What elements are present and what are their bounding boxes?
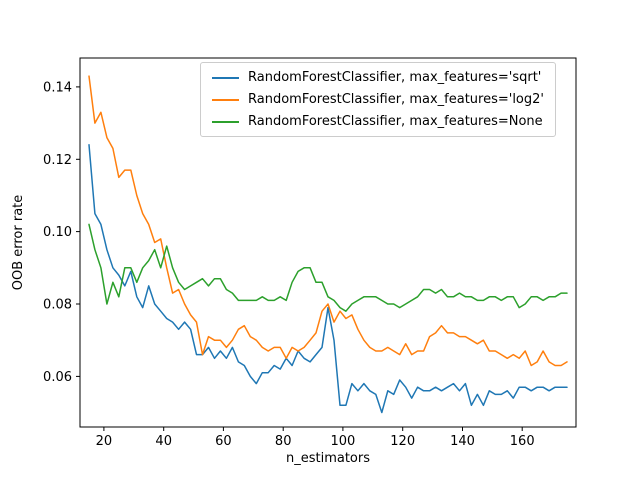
legend-item-none: RandomForestClassifier, max_features=Non… <box>212 114 544 129</box>
series-line-0 <box>88 144 568 414</box>
x-tick-label: 80 <box>275 434 292 449</box>
x-axis-label: n_estimators <box>286 451 370 466</box>
x-tick-label: 60 <box>215 434 232 449</box>
x-tick-label: 140 <box>450 434 475 449</box>
legend-label-log2: RandomForestClassifier, max_features='lo… <box>248 92 544 107</box>
axes-frame <box>79 57 577 428</box>
y-tick-label: 0.12 <box>43 153 72 168</box>
series-line-2 <box>88 223 568 312</box>
y-tick-label: 0.10 <box>43 225 72 240</box>
y-tick-label: 0.06 <box>43 370 72 385</box>
x-tick-label: 40 <box>155 434 172 449</box>
series-line-1 <box>88 75 568 367</box>
y-tick-label: 0.14 <box>43 80 72 95</box>
legend-line-sample-log2 <box>212 98 239 101</box>
x-tick-label: 120 <box>390 434 415 449</box>
legend-item-log2: RandomForestClassifier, max_features='lo… <box>212 92 544 107</box>
y-tick-label: 0.08 <box>43 298 72 313</box>
legend-item-sqrt: RandomForestClassifier, max_features='sq… <box>212 70 544 85</box>
legend-label-none: RandomForestClassifier, max_features=Non… <box>248 114 543 129</box>
legend-line-sample-none <box>212 120 239 123</box>
y-axis-label: OOB error rate <box>11 195 26 291</box>
legend-line-sample-sqrt <box>212 76 239 79</box>
x-tick-label: 160 <box>510 434 535 449</box>
legend: RandomForestClassifier, max_features='sq… <box>200 62 556 137</box>
x-tick-label: 100 <box>330 434 355 449</box>
x-tick-label: 20 <box>96 434 113 449</box>
legend-label-sqrt: RandomForestClassifier, max_features='sq… <box>248 70 542 85</box>
